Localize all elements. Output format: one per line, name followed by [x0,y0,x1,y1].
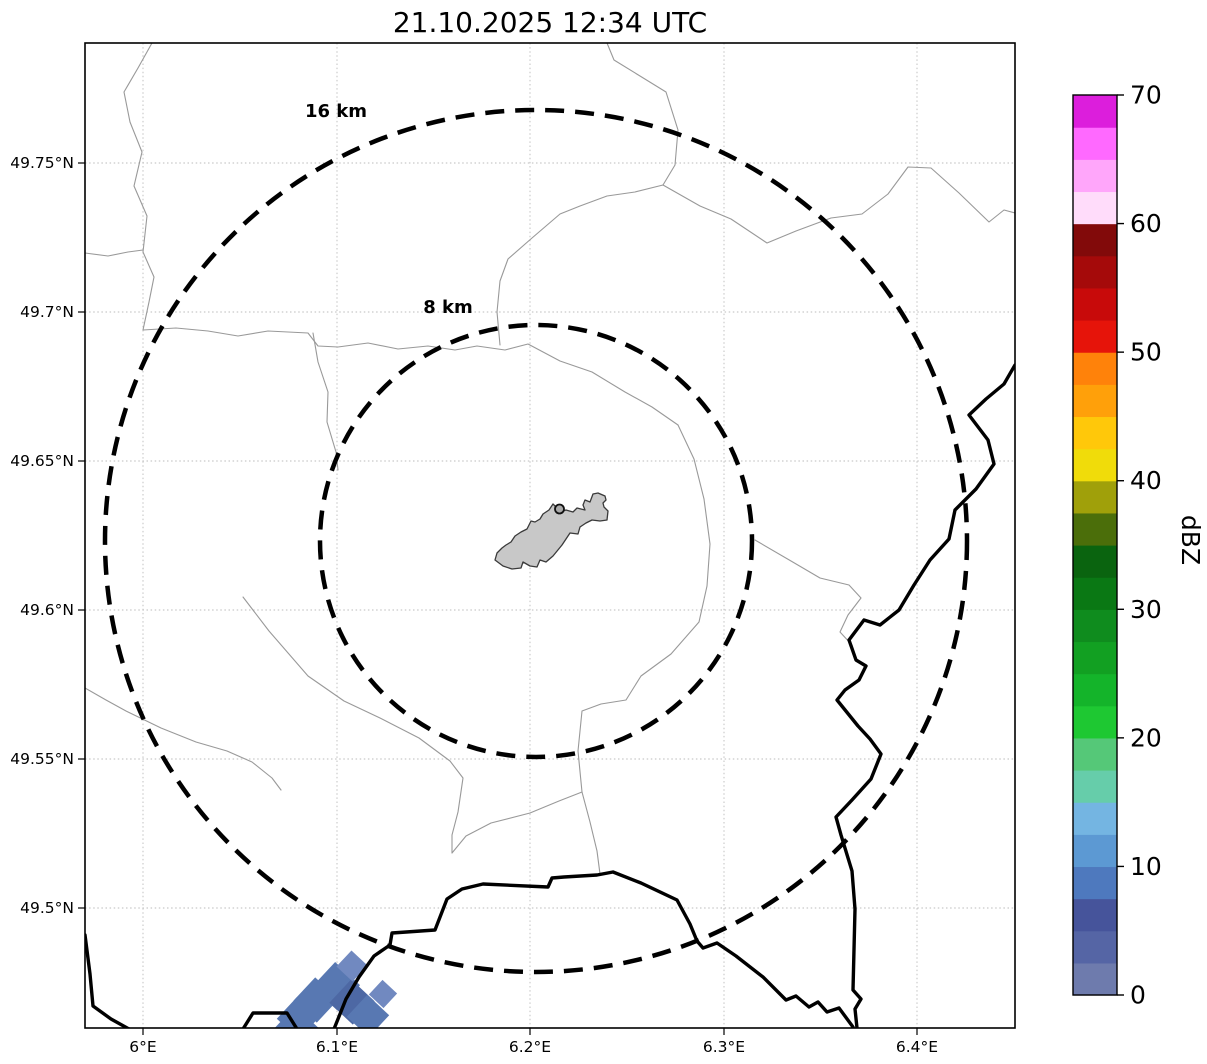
colorbar-segment [1073,255,1117,289]
range-ring-circle [317,322,755,760]
range-ring-circle [102,107,970,975]
colorbar-segment [1073,673,1117,707]
airport-outline [494,492,609,570]
admin-boundary-line [85,687,282,791]
colorbar-segment [1073,898,1117,932]
x-tick-label: 6.2°E [509,1038,551,1056]
y-tick-label: 49.6°N [20,601,74,619]
colorbar-tick-label: 50 [1130,338,1162,367]
admin-boundaries [85,43,1015,875]
x-tick-label: 6.1°E [316,1038,358,1056]
colorbar-segment [1073,705,1117,739]
colorbar-segment [1073,577,1117,610]
y-tick-label: 49.75°N [10,154,74,172]
colorbar-segment [1073,223,1117,257]
radar-echo-cell [287,1015,325,1028]
radar-echo-cell [346,994,390,1028]
y-tick-label: 49.55°N [10,750,74,768]
country-border-line [834,363,1015,1028]
colorbar-segment [1073,352,1117,385]
admin-boundary-line [577,424,711,875]
colorbar-segment [1073,480,1117,514]
colorbar-axis-label: dBZ [1176,515,1205,565]
airport-polygon [494,492,609,570]
range-ring-labels: 16 km 8 km [305,101,473,318]
range-ring-label: 8 km [423,297,473,318]
y-tick-label: 49.5°N [20,899,74,917]
colorbar-segment [1073,737,1117,771]
colorbar-tick-label: 20 [1130,723,1162,752]
colorbar-segment [1073,770,1117,803]
colorbar-tick-label: 60 [1130,209,1162,238]
colorbar [1073,95,1117,996]
colorbar-ticks: 0 10 20 30 40 50 60 70 [1117,81,1162,1010]
admin-boundary-line [142,327,679,426]
figure-title: 21.10.2025 12:34 UTC [393,6,707,39]
admin-boundary-line [754,539,865,667]
colorbar-segment [1073,866,1117,900]
x-tick-label: 6.4°E [896,1038,938,1056]
admin-boundary-line [451,791,583,854]
colorbar-segment [1073,834,1117,868]
x-tick-label: 6°E [129,1038,156,1056]
radar-site-marker [554,503,565,515]
admin-boundary-line [662,166,1015,244]
colorbar-segment [1073,448,1117,482]
colorbar-segment [1073,416,1117,450]
admin-boundary-line [242,596,464,854]
admin-boundary-line [85,249,144,257]
colorbar-segment [1073,320,1117,353]
colorbar-frame [1072,94,1118,996]
y-tick-label: 49.7°N [20,303,74,321]
x-axis-ticks: 6°E 6.1°E 6.2°E 6.3°E 6.4°E [129,1028,938,1056]
colorbar-tick-label: 40 [1130,466,1162,495]
colorbar-tick-label: 10 [1130,852,1162,881]
colorbar-segment [1073,127,1117,160]
country-borders [85,363,1015,1028]
admin-boundary-line [496,184,664,346]
colorbar-segment [1073,962,1117,996]
x-tick-label: 6.3°E [703,1038,745,1056]
colorbar-segment [1073,802,1117,835]
colorbar-tick-label: 0 [1130,981,1146,1010]
radar-echo-cell [368,979,398,1009]
colorbar-tick-label: 70 [1130,81,1162,110]
admin-boundary-line [123,43,155,331]
colorbar-segment [1073,287,1117,321]
y-axis-ticks: 49.75°N 49.7°N 49.65°N 49.6°N 49.55°N 49.5°N [10,154,85,917]
colorbar-segment [1073,930,1117,964]
colorbar-tick-label: 30 [1130,595,1162,624]
admin-boundary-line [312,332,339,471]
colorbar-segment [1073,545,1117,578]
colorbar-segment [1073,95,1117,128]
admin-boundary-line [606,43,679,186]
plot-border [84,42,1016,1029]
range-ring-label: 16 km [305,101,367,122]
colorbar-segment [1073,384,1117,418]
colorbar-segment [1073,191,1117,225]
colorbar-segment [1073,159,1117,193]
gridlines [85,43,1015,1028]
colorbar-segment [1073,609,1117,643]
colorbar-segment [1073,641,1117,675]
colorbar-segment [1073,512,1117,546]
range-rings [102,107,970,975]
y-tick-label: 49.65°N [10,452,74,470]
country-border-line [85,870,855,1028]
